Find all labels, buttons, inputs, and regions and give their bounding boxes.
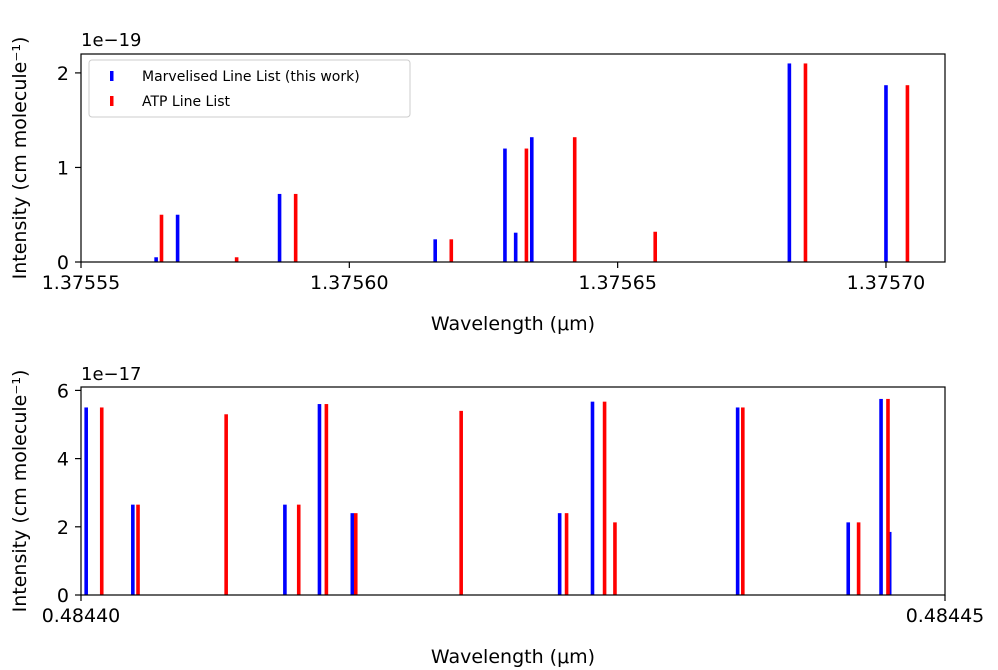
bottom-bar-marvelised-6 <box>590 401 595 595</box>
top-bar-marvelised-8 <box>884 85 888 262</box>
bottom-y-tick-label-3: 6 <box>57 380 69 402</box>
top-y-offset-label: 1e−19 <box>81 30 142 51</box>
top-bar-atp-7 <box>803 63 808 263</box>
top-bars <box>154 63 910 263</box>
legend-label-atp: ATP Line List <box>142 94 231 110</box>
top-chart: 1.37555 1.37560 1.37565 1.37570 0 1 2 1e−19 Wa… <box>9 30 946 335</box>
bottom-bar-marvelised-7 <box>735 407 740 595</box>
top-ticks: 1.37555 1.37560 1.37565 1.37570 0 1 2 <box>42 63 926 294</box>
bottom-y-axis-label: Intensity (cm molecule⁻¹) <box>9 370 31 613</box>
top-bar-marvelised-7 <box>787 63 792 263</box>
top-bar-atp-8 <box>905 85 910 262</box>
bottom-bar-atp-9 <box>613 522 617 595</box>
bottom-bar-atp-10 <box>741 407 745 595</box>
bottom-bar-atp-11 <box>856 522 861 595</box>
bottom-y-tick-label-0: 0 <box>57 585 69 607</box>
bottom-bar-marvelised-2 <box>283 504 287 595</box>
bottom-bar-marvelised-4 <box>350 513 355 595</box>
top-bar-atp-0 <box>159 214 164 262</box>
bottom-bar-marvelised-5 <box>557 513 562 595</box>
top-y-tick-label-1: 1 <box>57 157 69 179</box>
bottom-bar-marvelised-9 <box>879 398 883 595</box>
bottom-bar-atp-2 <box>224 414 228 595</box>
top-bar-marvelised-4 <box>503 148 507 262</box>
legend: Marvelised Line List (this work) ATP Lin… <box>88 59 411 118</box>
bottom-bar-atp-7 <box>564 513 569 595</box>
top-bar-marvelised-2 <box>277 193 282 262</box>
bottom-x-tick-label-1: 0.48445 <box>906 605 985 627</box>
bottom-bar-marvelised-1 <box>131 504 135 595</box>
bottom-bar-atp-1 <box>136 504 140 595</box>
bottom-bar-atp-12 <box>886 398 890 595</box>
bottom-bar-atp-3 <box>296 504 301 595</box>
top-bar-marvelised-3 <box>433 239 437 262</box>
bottom-bar-atp-5 <box>353 513 358 595</box>
bottom-x-axis-label: Wavelength (μm) <box>431 646 595 668</box>
bottom-bar-atp-0 <box>99 407 104 595</box>
bottom-y-offset-label: 1e−17 <box>81 364 142 385</box>
legend-swatch-marvelised <box>110 71 114 81</box>
top-y-tick-label-0: 0 <box>57 252 69 274</box>
legend-box <box>88 59 411 118</box>
top-bar-marvelised-5 <box>513 232 518 262</box>
bottom-bar-atp-6 <box>459 410 463 595</box>
top-x-tick-label-2: 1.37565 <box>578 272 657 294</box>
legend-label-marvelised: Marvelised Line List (this work) <box>142 69 360 85</box>
top-bar-atp-5 <box>572 137 577 262</box>
top-y-axis-label: Intensity (cm molecule⁻¹) <box>9 37 31 280</box>
bottom-bar-atp-8 <box>602 401 607 595</box>
top-x-tick-label-3: 1.37570 <box>847 272 926 294</box>
bottom-y-tick-label-1: 2 <box>57 517 69 539</box>
bottom-plot-frame <box>80 386 946 596</box>
top-x-axis-label: Wavelength (μm) <box>431 313 595 335</box>
top-bar-atp-3 <box>449 239 454 262</box>
top-bar-marvelised-0 <box>154 257 158 262</box>
bottom-bar-marvelised-8 <box>846 522 851 595</box>
top-y-tick-label-2: 2 <box>57 63 69 85</box>
legend-swatch-atp <box>110 96 114 106</box>
bottom-y-tick-label-2: 4 <box>57 449 69 471</box>
top-plot-frame <box>80 53 946 263</box>
top-bar-marvelised-1 <box>175 214 180 262</box>
top-x-tick-label-1: 1.37560 <box>310 272 389 294</box>
bottom-bar-marvelised-0 <box>84 407 88 595</box>
bottom-bars <box>84 398 892 595</box>
top-bar-marvelised-6 <box>529 137 534 262</box>
bottom-bar-marvelised-3 <box>317 404 322 595</box>
top-bar-atp-6 <box>653 231 658 262</box>
bottom-x-tick-label-0: 0.48440 <box>42 605 121 627</box>
top-bar-atp-4 <box>524 148 529 262</box>
bottom-bar-atp-4 <box>324 404 329 595</box>
top-x-tick-label-0: 1.37555 <box>42 272 121 294</box>
top-bar-atp-1 <box>234 257 239 262</box>
top-bar-atp-2 <box>293 193 298 262</box>
